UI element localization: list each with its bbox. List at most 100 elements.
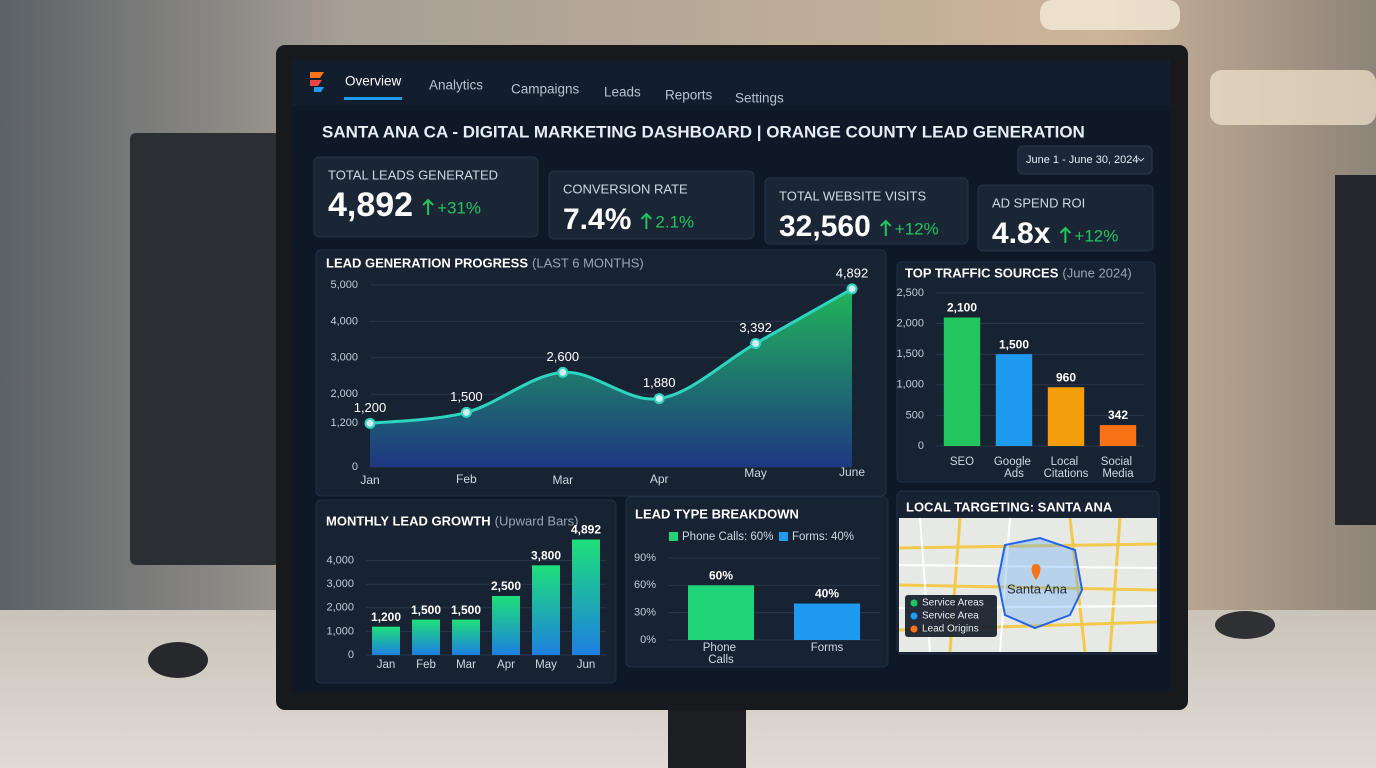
y-tick-label: 4,000 [330,315,358,327]
value-label: 2,500 [491,579,521,593]
point [653,393,665,405]
bar [794,603,860,640]
point [557,366,569,378]
legend-dot [910,612,918,620]
value-label: 1,200 [371,610,401,624]
x-tick-label: Mar [456,659,476,671]
kpi-value: 4,892 [328,186,413,224]
x-tick-label: Apr [650,472,669,486]
chevron [1137,157,1145,162]
kpi-arrow [880,219,892,236]
y-tick-label: 0 [348,649,354,661]
x-tick-label: Jan [377,659,396,671]
value-label: 1,500 [999,337,1029,351]
nav-item[interactable]: Reports [665,88,713,103]
map-title: LOCAL TARGETING: SANTA ANA [906,499,1113,514]
y-tick-label: 3,000 [330,352,358,364]
x-tick-label: May [535,659,557,671]
map-legend [905,595,997,637]
y-tick-label: 30% [634,607,656,619]
legend-label: Phone Calls: 60% [682,531,773,543]
nav-item[interactable]: Analytics [429,78,483,93]
nav-active-indicator [344,97,402,100]
kpi-label: AD SPEND ROI [992,195,1085,210]
value-label: 1,880 [643,375,676,390]
x-tick-label: Mar [552,473,573,487]
value-label: 3,800 [531,548,561,562]
kpi-label: CONVERSION RATE [563,181,688,196]
map-street [999,517,1011,653]
x-tick-label: May [744,466,767,480]
point [750,338,762,350]
map-street [898,564,1158,569]
legend-label: Forms: 40% [792,531,854,543]
dashboard-title: SANTA ANA CA - DIGITAL MARKETING DASHBOA… [322,122,1085,141]
date-picker[interactable] [1017,145,1153,175]
value-label: 342 [1108,408,1128,422]
bar [412,619,440,655]
bar [688,585,754,640]
x-tick-label: Apr [497,659,515,671]
y-tick-label: 5,000 [330,279,358,291]
y-tick-label: 60% [634,579,656,591]
kpi-change: +12% [1074,226,1118,245]
value-label: 60% [709,569,733,583]
point [846,283,858,295]
x-tick-label: Jan [360,473,379,487]
kpi-label: TOTAL LEADS GENERATED [328,167,498,182]
mouse [1215,611,1275,639]
area [370,288,852,467]
chart-title: LEAD TYPE BREAKDOWN [635,506,799,521]
value-label: 1,500 [411,603,441,617]
monitor-stand [668,700,746,768]
x-tick-label: Jun [577,659,596,671]
map-road [1108,517,1122,653]
y-tick-label: 1,000 [896,379,924,391]
kpi-arrow [422,198,434,215]
legend-label: Lead Origins [922,624,979,635]
bar [532,565,560,655]
kpi-arrow [640,212,653,229]
legend-swatch [779,532,788,541]
bar [492,596,520,655]
nav-item[interactable]: Campaigns [511,82,580,97]
x-tick-label: Google Ads [994,456,1034,480]
bar [452,619,480,655]
x-tick-label: Local Citations [1044,456,1089,480]
kpi-card [548,170,755,240]
nav-item[interactable]: Overview [345,74,402,89]
x-tick-label: SEO [950,456,974,468]
bar [995,354,1033,446]
y-tick-label: 0 [918,440,924,452]
y-tick-label: 2,000 [326,602,354,614]
kpi-value: 4.8x [992,217,1051,250]
x-tick-label: June [839,465,865,479]
back-monitor [130,133,280,565]
nav-item[interactable]: Leads [604,85,641,100]
chart-subtitle: (Upward Bars) [495,513,579,528]
value-label: 960 [1056,370,1076,384]
legend-dot [910,599,918,607]
nav-item[interactable]: Settings [735,91,784,106]
x-tick-label: Feb [416,659,436,671]
ceiling-light [1210,70,1376,125]
ceiling-light [1040,0,1180,30]
y-tick-label: 500 [906,409,924,421]
kpi-value: 32,560 [779,210,871,243]
y-tick-label: 0% [640,634,656,646]
kpi-change: 2.1% [655,212,694,231]
service-area [996,536,1084,630]
logo [310,72,324,78]
chart-title: TOP TRAFFIC SOURCES [905,265,1059,280]
kpi-value: 7.4% [563,203,631,236]
side-monitor [1335,175,1376,525]
x-tick-label: Phone Calls [703,642,739,666]
value-label: 4,892 [836,265,869,280]
value-label: 4,892 [571,523,601,537]
y-tick-label: 4,000 [326,555,354,567]
legend-label: Service Areas [922,598,984,609]
kpi-change: +31% [437,198,481,217]
y-tick-label: 2,000 [896,318,924,330]
